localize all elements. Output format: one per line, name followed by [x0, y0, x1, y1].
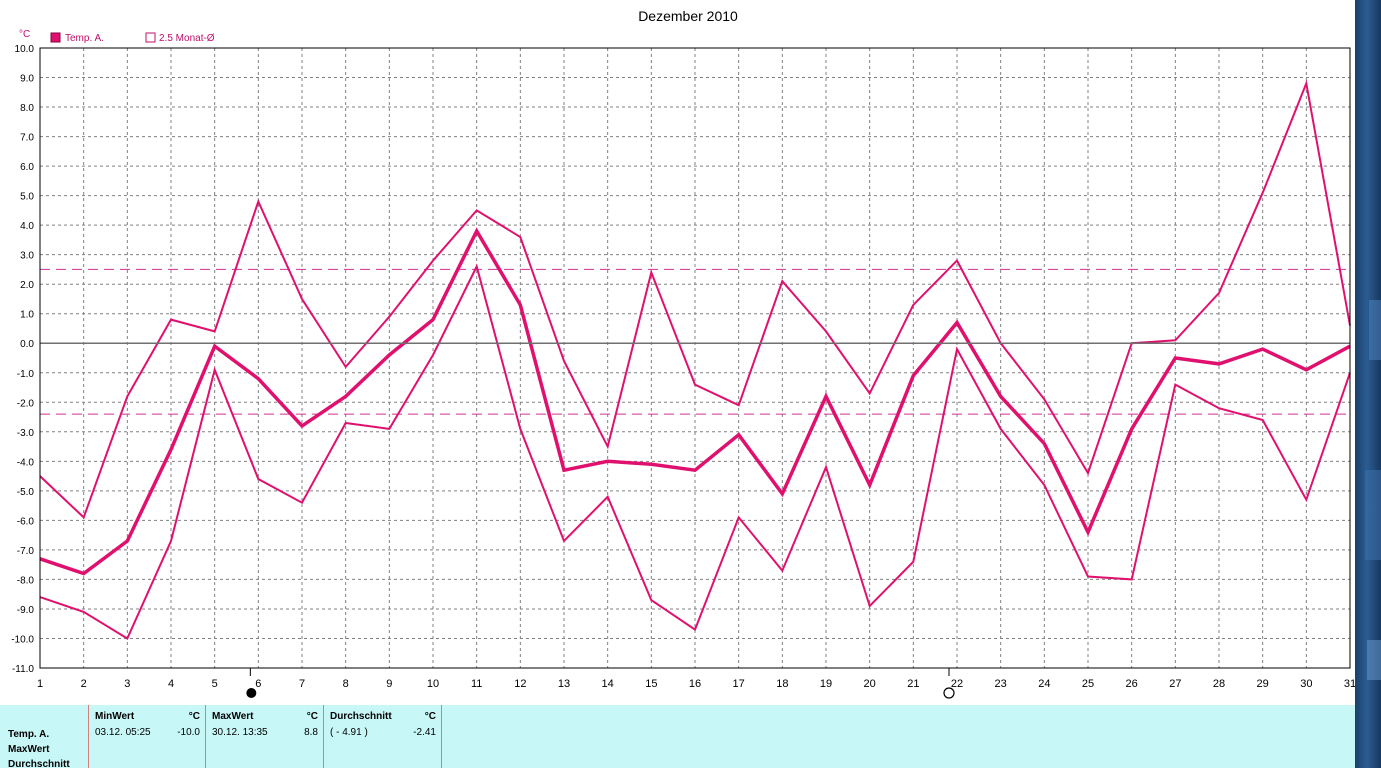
x-tick-label: 30: [1300, 678, 1312, 690]
x-tick-label: 28: [1213, 678, 1225, 690]
x-tick-label: 22: [951, 678, 963, 690]
x-tick-label: 13: [558, 678, 570, 690]
y-tick-label: 1.0: [20, 310, 34, 321]
x-tick-label: 25: [1082, 678, 1094, 690]
stat-min-value: -10.0: [177, 727, 200, 738]
y-tick-label: 0.0: [20, 339, 34, 350]
y-tick-label: 2.0: [20, 280, 34, 291]
y-tick-label: -5.0: [17, 487, 35, 498]
x-tick-label: 26: [1126, 678, 1138, 690]
stat-min-unit: °C: [188, 711, 200, 722]
x-tick-label: 6: [255, 678, 261, 690]
stat-avg-extra: ( - 4.91 ): [330, 727, 368, 738]
moon-markers: [246, 668, 955, 699]
stats-panel: Temp. A. MaxWert Durchschnitt MinWert °C…: [0, 705, 1355, 770]
x-tick-label: 16: [689, 678, 701, 690]
stat-max-value: 8.8: [304, 727, 318, 738]
stat-max-block: MaxWert °C 30.12. 13:35 8.8: [205, 705, 324, 768]
x-tick-label: 7: [299, 678, 305, 690]
stat-max-header: MaxWert: [212, 711, 254, 722]
grid: [40, 48, 1350, 668]
y-tick-label: -10.0: [11, 634, 34, 645]
y-tick-label: -3.0: [17, 428, 35, 439]
x-tick-label: 31: [1344, 678, 1355, 690]
stat-avg-header: Durchschnitt: [330, 711, 392, 722]
stat-max-unit: °C: [306, 711, 318, 722]
legend-label-avg: 2.5 Monat-Ø: [159, 33, 215, 44]
x-tick-label: 10: [427, 678, 439, 690]
stat-max-datetime: 30.12. 13:35: [212, 727, 268, 738]
y-tick-label: -7.0: [17, 546, 35, 557]
y-tick-labels: 10.0 9.0 8.0 7.0 6.0 5.0 4.0 3.0 2.0 1.0 0.0 -1.0 -2…: [11, 44, 34, 675]
x-tick-label: 5: [212, 678, 218, 690]
legend-swatch-temp: [50, 32, 61, 43]
x-tick-label: 15: [645, 678, 657, 690]
x-tick-label: 19: [820, 678, 832, 690]
row-label-avg: Durchschnitt: [8, 759, 70, 770]
y-tick-label: -6.0: [17, 516, 35, 527]
x-tick-label: 1: [37, 678, 43, 690]
stat-min-block: MinWert °C 03.12. 05:25 -10.0: [88, 705, 206, 768]
chart-title: Dezember 2010: [638, 8, 738, 24]
x-tick-label: 12: [514, 678, 526, 690]
x-tick-label: 11: [471, 678, 482, 690]
x-tick-label: 24: [1038, 678, 1050, 690]
y-tick-label: 6.0: [20, 162, 34, 173]
legend-label-temp: Temp. A.: [65, 33, 104, 44]
y-tick-label: -11.0: [12, 664, 34, 675]
row-label-max: MaxWert: [8, 744, 50, 755]
reference-lines: [40, 268, 1350, 415]
series-line-min: [39, 263, 1351, 640]
stats-divider: [441, 705, 442, 768]
y-tick-label: 5.0: [20, 192, 34, 203]
stat-min-datetime: 03.12. 05:25: [95, 727, 151, 738]
x-tick-label: 17: [733, 678, 745, 690]
y-tick-label: -4.0: [17, 457, 35, 468]
y-tick-label: 8.0: [20, 103, 34, 114]
x-tick-label: 4: [168, 678, 174, 690]
x-tick-label: 8: [343, 678, 349, 690]
y-unit-label: °C: [19, 29, 30, 40]
stat-avg-value: -2.41: [413, 727, 436, 738]
x-tick-label: 21: [907, 678, 919, 690]
x-tick-label: 14: [602, 678, 614, 690]
y-tick-label: 4.0: [20, 221, 34, 232]
axes: [39, 47, 1351, 669]
window-edge-background: [1355, 0, 1381, 768]
new-moon-icon: [943, 687, 955, 699]
x-tick-label: 18: [776, 678, 788, 690]
y-tick-label: -9.0: [17, 605, 35, 616]
y-tick-label: 3.0: [20, 251, 34, 262]
y-tick-label: -1.0: [17, 369, 35, 380]
x-tick-label: 27: [1169, 678, 1181, 690]
x-tick-label: 23: [995, 678, 1007, 690]
x-tick-label: 29: [1257, 678, 1269, 690]
legend: Temp. A. 2.5 Monat-Ø: [50, 32, 215, 44]
y-tick-label: 10.0: [15, 44, 35, 55]
plot-frame: [39, 47, 1351, 669]
x-tick-label: 2: [81, 678, 87, 690]
stat-avg-block: Durchschnitt °C ( - 4.91 ) -2.41: [323, 705, 442, 768]
stat-avg-unit: °C: [424, 711, 436, 722]
y-tick-label: -2.0: [17, 398, 35, 409]
row-label-temp: Temp. A.: [8, 729, 50, 740]
x-tick-labels: 1 2 3 4 5 6 7 8 9 10 11 12 13 14 15 16 17 18 19 20 21 22 23 24 2…: [37, 678, 1355, 690]
x-tick-label: 20: [864, 678, 876, 690]
y-tick-label: 9.0: [20, 74, 34, 85]
y-tick-label: 7.0: [20, 133, 34, 144]
stat-min-header: MinWert: [95, 711, 135, 722]
x-tick-label: 3: [124, 678, 130, 690]
stats-row-labels: Temp. A. MaxWert Durchschnitt: [8, 727, 70, 772]
temperature-chart: Dezember 2010 °C Temp. A. 2.5 Monat-Ø 10…: [11, 8, 1355, 699]
x-tick-label: 9: [386, 678, 392, 690]
full-moon-icon: [246, 688, 257, 698]
series-line-mean: [39, 227, 1351, 576]
legend-swatch-avg: [145, 32, 156, 43]
y-tick-label: -8.0: [17, 575, 35, 586]
